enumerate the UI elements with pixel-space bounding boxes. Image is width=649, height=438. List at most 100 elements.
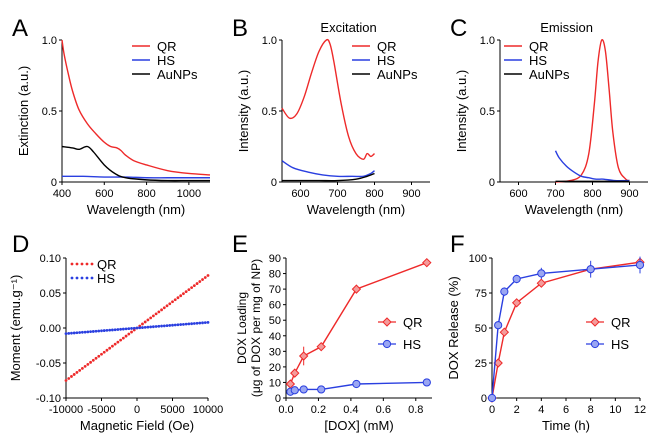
series-qr (285, 257, 432, 389)
x-tick-label: 0.8 (408, 404, 423, 416)
panel-letter: B (232, 15, 248, 42)
panel-title: Emission (540, 20, 593, 35)
data-point (72, 373, 76, 376)
data-point (130, 330, 133, 334)
data-point (160, 324, 163, 328)
series-line (281, 38, 375, 160)
data-point (111, 344, 114, 348)
data-point (201, 278, 204, 281)
data-point (132, 326, 136, 330)
data-point (146, 325, 150, 329)
x-tick-label: 10000 (193, 404, 224, 416)
data-point (151, 325, 155, 329)
panel-letter: E (232, 231, 248, 258)
data-point (64, 332, 68, 335)
y-axis-label: DOX Release (%) (446, 276, 461, 379)
x-tick-label: 0.6 (376, 404, 391, 416)
data-point (102, 329, 106, 332)
legend-label: QR (611, 315, 631, 330)
legend-marker (70, 276, 74, 280)
series-line (281, 160, 375, 178)
series-aunps (281, 172, 375, 182)
x-tick-label: 4 (538, 404, 544, 416)
data-point (203, 321, 207, 325)
legend-item-aunps: AuNPs (504, 67, 570, 82)
y-tick-label: 60 (269, 300, 281, 312)
panel-f: F 0 2 4 6 8 10 12 0 25 50 75 100 Time (h) DOX Release … (446, 231, 646, 433)
data-point (157, 324, 161, 328)
data-point (422, 257, 432, 268)
y-tick-label: 0.05 (40, 288, 61, 300)
data-point (154, 312, 158, 316)
legend-marker (382, 339, 392, 349)
legend-item-aunps: AuNPs (132, 67, 198, 82)
x-tick-label: 0 (134, 404, 140, 416)
y-axis-label: DOX Loading (235, 292, 249, 364)
legend-label: QR (529, 39, 549, 54)
legend-item-aunps: AuNPs (352, 67, 418, 82)
data-point (173, 323, 177, 327)
panel-letter: A (12, 15, 28, 42)
legend-item-hs: HS (352, 53, 395, 68)
legend-label: HS (97, 271, 115, 286)
series-qr (64, 274, 210, 382)
series-line (61, 145, 210, 182)
data-point (100, 352, 103, 356)
data-point (113, 342, 117, 346)
data-point (127, 327, 131, 331)
series-hs (554, 150, 630, 182)
data-point (179, 294, 183, 298)
data-point (105, 348, 109, 352)
data-point (143, 320, 147, 324)
data-point (487, 393, 497, 403)
panel-d: D -10000 -5000 0 5000 10000 -0.10 -0.05 0.00 0.05… (8, 231, 223, 433)
x-tick-label: 2 (514, 404, 520, 416)
panel-letter: D (12, 231, 29, 258)
y-tick-label: 30 (269, 346, 281, 358)
x-tick-label: 10 (609, 404, 621, 416)
data-point (351, 284, 362, 294)
x-tick-label: 800 (137, 188, 155, 200)
x-tick-label: 700 (546, 188, 564, 200)
series-hs (281, 160, 375, 178)
y-tick-label: 1.0 (42, 35, 57, 47)
series-qr (487, 257, 645, 403)
series-line (555, 38, 630, 183)
data-point (67, 377, 71, 380)
y-axis-label: Intensity (a.u.) (236, 70, 251, 152)
legend-label: QR (403, 315, 423, 330)
legend-item-qr: QR (352, 39, 397, 54)
series-hs (64, 321, 210, 335)
data-point (130, 327, 133, 330)
data-point (119, 338, 123, 342)
data-point (195, 321, 199, 325)
x-tick-label: 900 (620, 188, 638, 200)
y-tick-label: 0 (51, 177, 57, 189)
data-point (149, 316, 153, 320)
data-point (124, 334, 128, 338)
data-point (97, 354, 101, 358)
data-point (113, 328, 117, 332)
data-point (119, 327, 123, 331)
data-point (511, 298, 522, 308)
y-tick-label: 50 (475, 323, 487, 335)
data-point (89, 360, 92, 364)
data-point (192, 284, 196, 287)
data-point (160, 308, 163, 312)
data-point (135, 326, 139, 330)
data-point (187, 322, 191, 326)
legend-label: QR (97, 257, 117, 272)
data-point (91, 358, 95, 362)
legend-label: HS (403, 337, 421, 352)
panel-c: C Emission 600 700 800 900 0 0.5 1.0 Wavelength (… (450, 15, 648, 217)
y-axis-label-line2: (μg of DOX per mg of NP) (249, 259, 263, 397)
data-point (83, 330, 87, 334)
series-hs (61, 175, 210, 179)
x-tick-label: -10000 (49, 404, 83, 416)
data-point (80, 366, 84, 370)
data-point (86, 330, 90, 334)
data-point (173, 298, 177, 302)
data-point (94, 356, 98, 360)
